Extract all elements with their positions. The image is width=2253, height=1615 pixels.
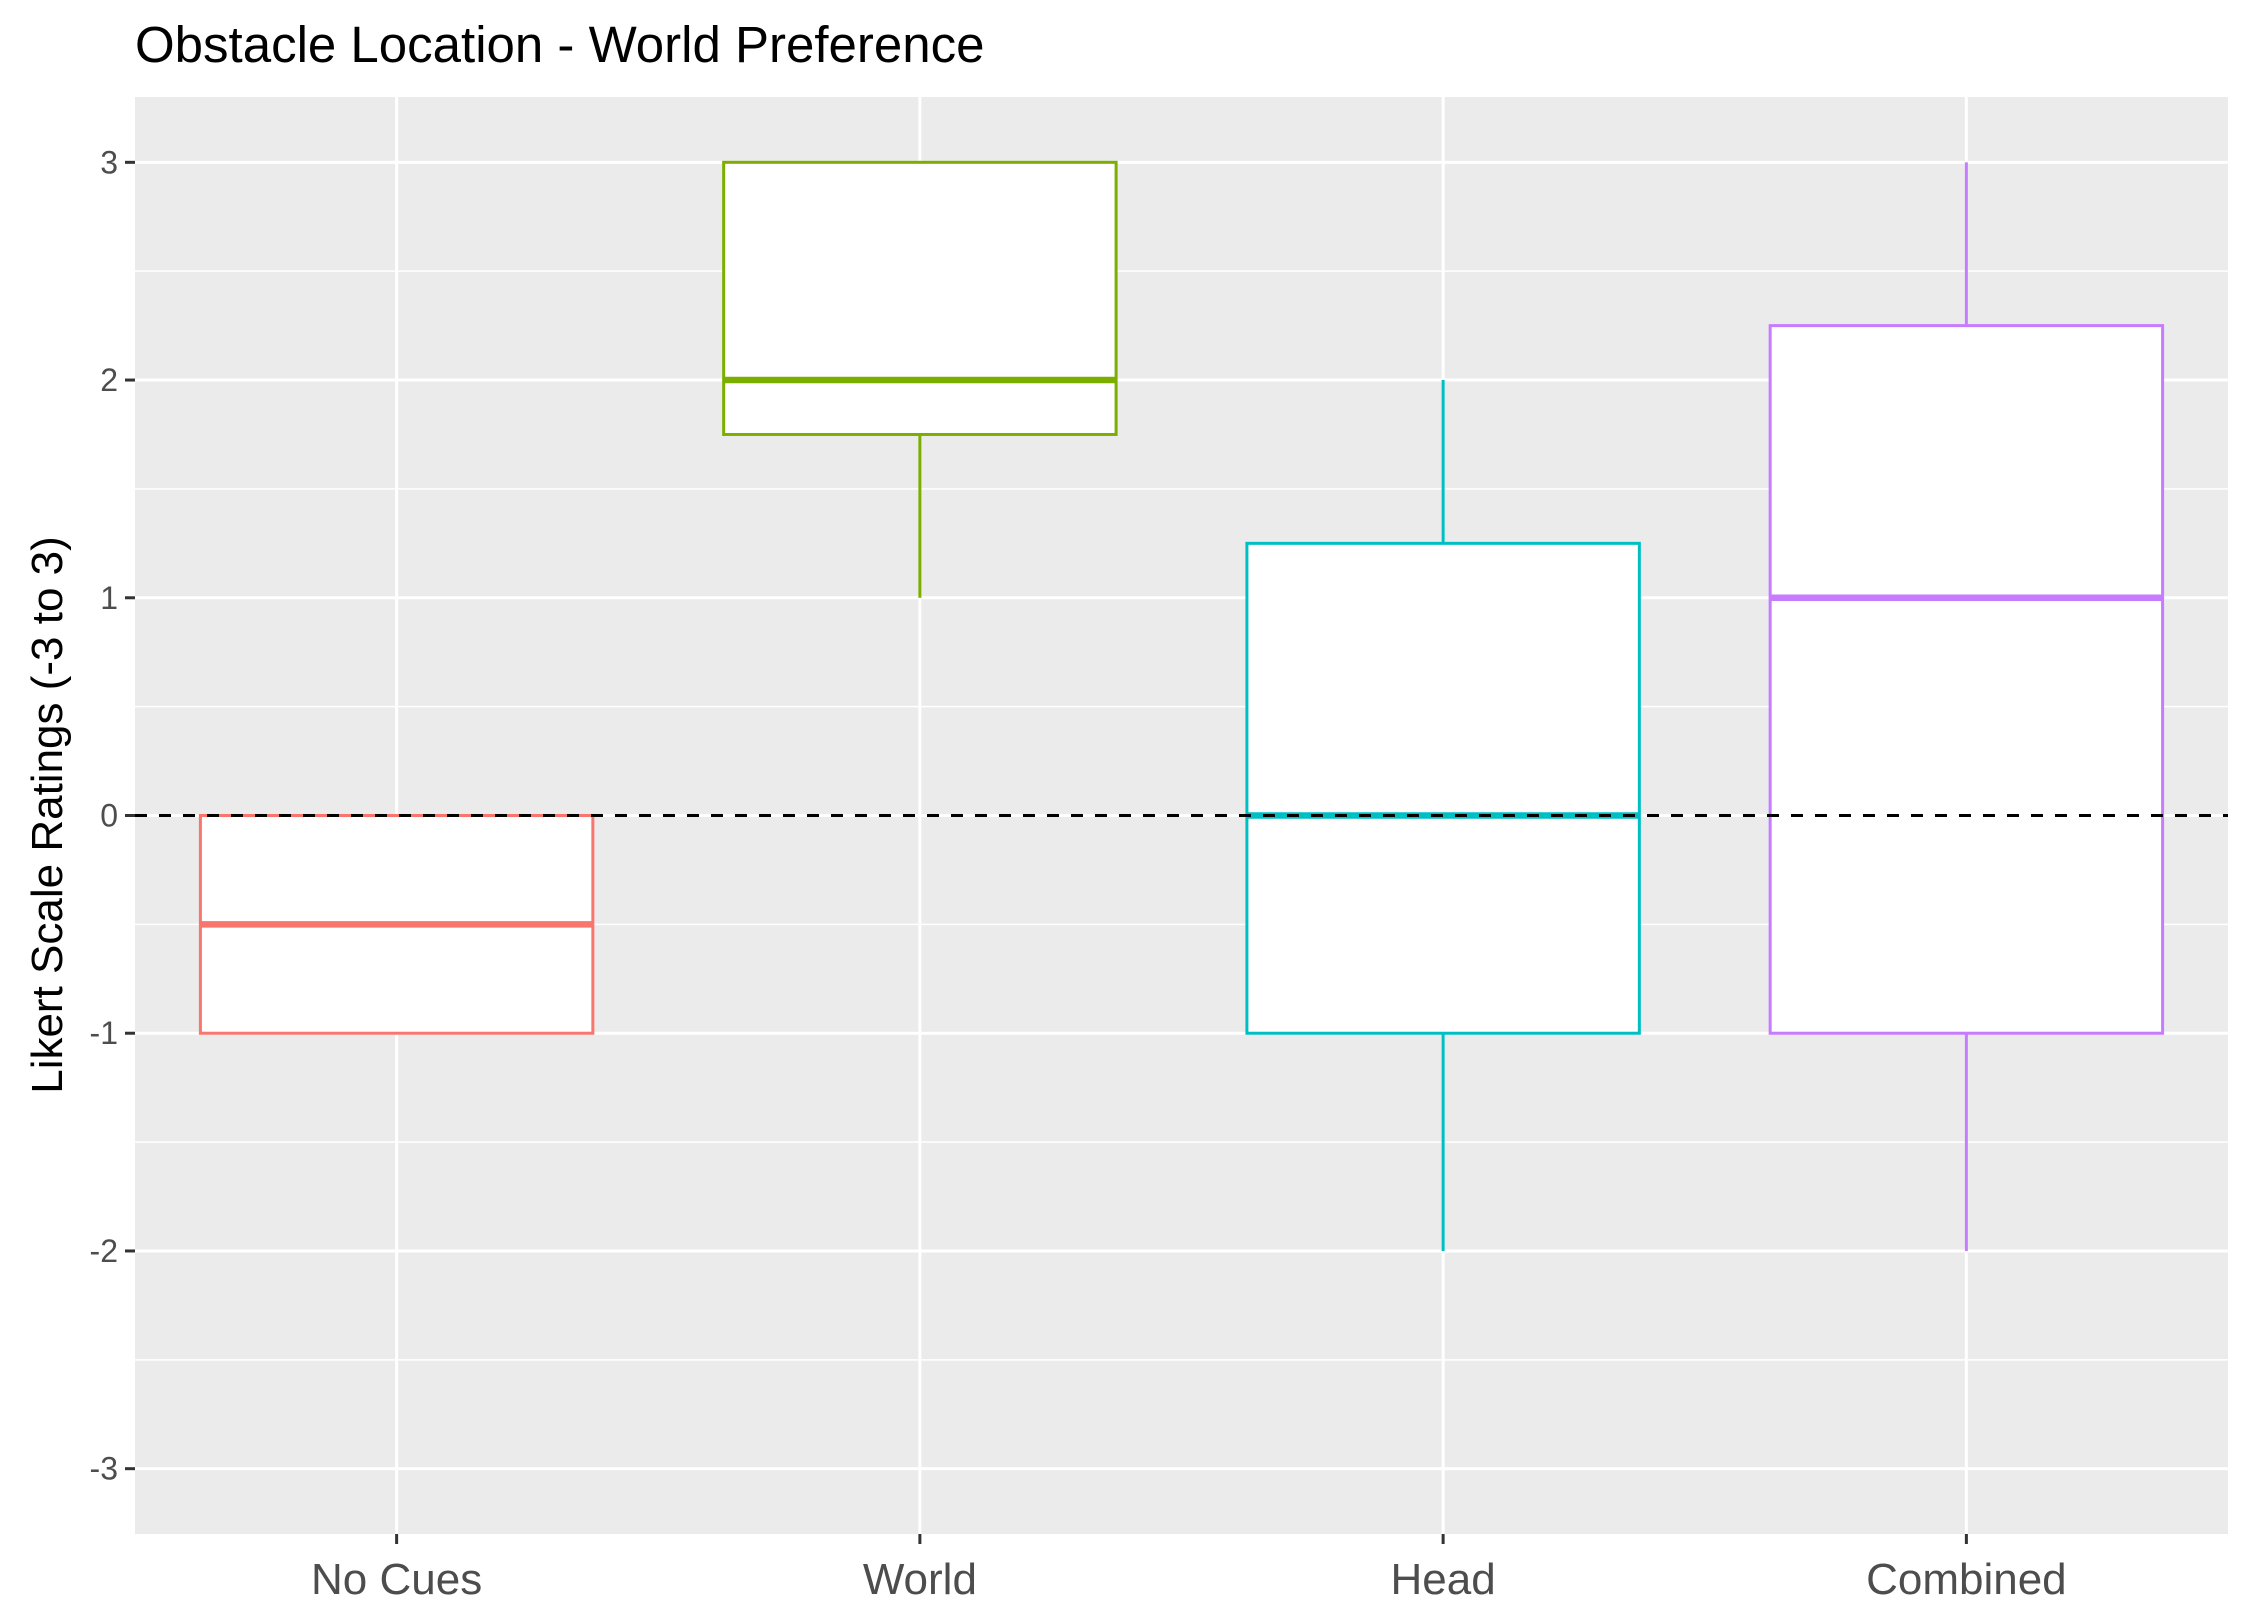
y-tick-label: -2	[90, 1233, 118, 1269]
y-tick-label: 1	[100, 580, 118, 616]
box-iqr	[1245, 541, 1641, 1035]
box-iqr	[1768, 324, 2165, 1035]
x-tick-label: World	[863, 1555, 977, 1604]
x-axis: No Cues World Head Combined	[311, 1534, 2067, 1604]
y-tick-label: -1	[90, 1015, 118, 1051]
chart-title: Obstacle Location - World Preference	[135, 16, 984, 73]
x-tick-label: Combined	[1866, 1555, 2067, 1604]
x-tick-label: Head	[1391, 1555, 1496, 1604]
y-tick-label: -3	[90, 1451, 118, 1487]
x-tick-label: No Cues	[311, 1555, 482, 1604]
y-axis-label: Likert Scale Ratings (-3 to 3)	[23, 536, 72, 1094]
y-axis: -3 -2 -1 0 1 2 3	[90, 144, 135, 1487]
y-tick-label: 0	[100, 798, 118, 834]
box-no-cues	[198, 814, 595, 1035]
box-head	[1245, 380, 1641, 1251]
box-iqr	[722, 160, 1118, 436]
box-world	[722, 160, 1118, 598]
y-tick-label: 3	[100, 144, 118, 180]
box-combined	[1768, 162, 2165, 1251]
y-tick-label: 2	[100, 362, 118, 398]
boxes-layer	[198, 160, 2165, 1251]
